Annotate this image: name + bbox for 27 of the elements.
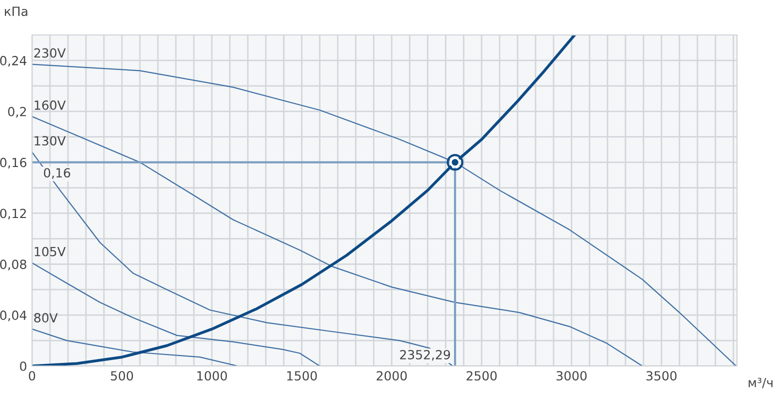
x-tick-label: 3000 xyxy=(556,371,587,381)
y-tick-label: 0,16 xyxy=(0,158,26,169)
x-tick-label: 1000 xyxy=(197,371,227,381)
y-tick-label: 0,08 xyxy=(0,260,26,270)
x-tick-label: 1500 xyxy=(287,371,317,381)
x-axis-title: м³/ч xyxy=(748,378,772,388)
x-tick-label: 0 xyxy=(28,371,36,381)
x-tick-label: 500 xyxy=(110,371,134,381)
series-label: 230V xyxy=(34,48,66,58)
y-axis-title: кПа xyxy=(4,6,28,16)
y-tick-label: 0 xyxy=(20,361,26,371)
line-series xyxy=(32,262,320,366)
series-label: 160V xyxy=(34,100,66,110)
annotation: 0,16 xyxy=(44,168,70,179)
series-label: 105V xyxy=(34,246,66,256)
x-tick-label: 2000 xyxy=(376,371,407,381)
y-tick-label: 0,04 xyxy=(0,310,26,322)
annotation: 2352,29 xyxy=(400,350,450,361)
series-label: 80V xyxy=(34,313,58,322)
y-tick-label: 0,24 xyxy=(0,56,26,67)
y-tick-label: 0,2 xyxy=(8,106,26,118)
x-tick-label: 2500 xyxy=(466,371,497,381)
y-tick-label: 0,12 xyxy=(0,208,26,220)
x-tick-label: 3500 xyxy=(646,371,677,381)
line-series xyxy=(32,116,643,366)
series-label: 130V xyxy=(34,136,66,146)
line-series xyxy=(32,328,238,366)
